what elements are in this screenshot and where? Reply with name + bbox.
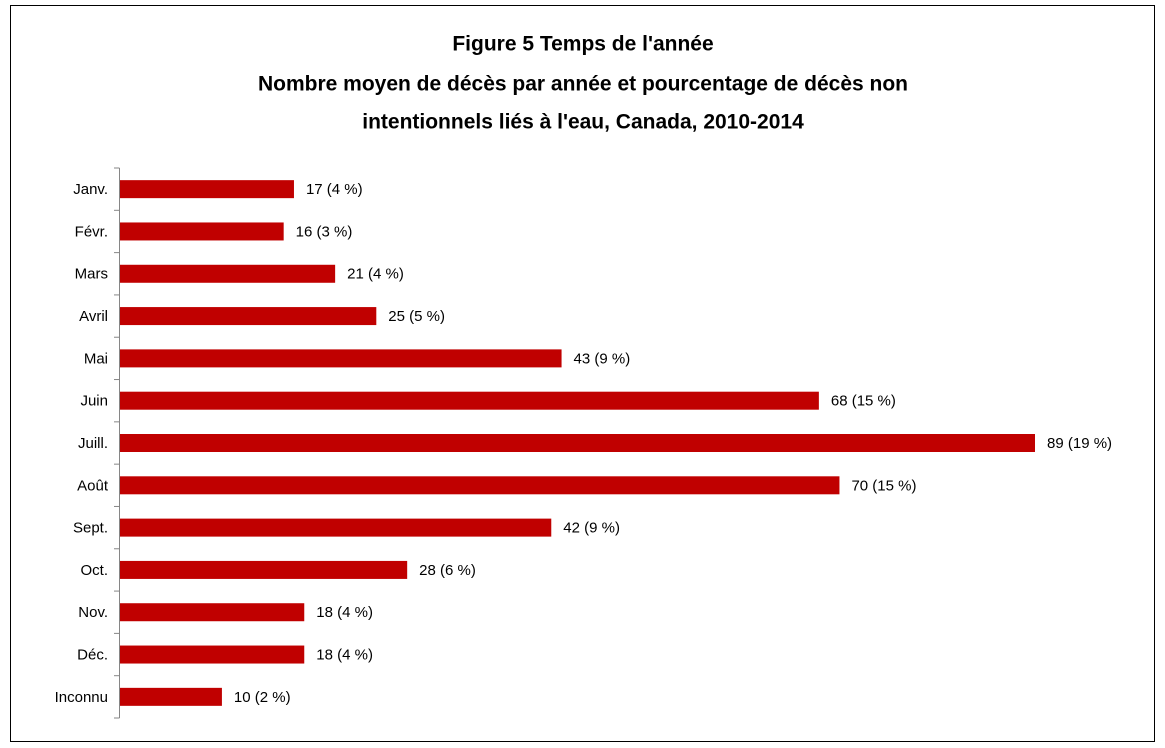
category-label: Avril — [79, 308, 108, 325]
value-label: 10 (2 %) — [234, 689, 291, 706]
chart-subtitle: Nombre moyen de décès par année et pourc… — [258, 73, 908, 96]
value-label: 21 (4 %) — [347, 266, 404, 283]
bar — [120, 222, 284, 241]
bar — [120, 391, 819, 410]
bar — [120, 603, 305, 622]
value-label: 28 (6 %) — [419, 562, 476, 579]
category-label: Nov. — [78, 604, 108, 621]
value-label: 16 (3 %) — [296, 223, 353, 240]
category-label: Févr. — [75, 223, 108, 240]
bar — [120, 645, 305, 664]
category-label: Juin — [80, 393, 108, 410]
value-label: 18 (4 %) — [316, 604, 373, 621]
bar — [120, 518, 552, 537]
category-label: Mars — [75, 266, 108, 283]
bar — [120, 264, 336, 283]
category-label: Oct. — [80, 562, 108, 579]
value-label: 17 (4 %) — [306, 181, 363, 198]
value-label: 89 (19 %) — [1047, 435, 1112, 452]
bar — [120, 349, 562, 368]
value-label: 70 (15 %) — [851, 477, 916, 494]
bar — [120, 307, 377, 326]
category-label: Août — [77, 477, 109, 494]
value-label: 25 (5 %) — [388, 308, 445, 325]
category-label: Sept. — [73, 520, 108, 537]
bar — [120, 687, 222, 706]
chart-border — [10, 5, 1155, 742]
value-label: 43 (9 %) — [574, 350, 631, 367]
category-label: Mai — [84, 350, 108, 367]
category-label: Juill. — [78, 435, 108, 452]
bar — [120, 180, 294, 199]
value-label: 18 (4 %) — [316, 647, 373, 664]
category-label: Janv. — [73, 181, 108, 198]
category-label: Inconnu — [55, 689, 108, 706]
bar — [120, 476, 840, 495]
category-label: Déc. — [77, 647, 108, 664]
chart-title: Figure 5 Temps de l'année — [452, 33, 713, 56]
value-label: 42 (9 %) — [563, 520, 620, 537]
value-label: 68 (15 %) — [831, 393, 896, 410]
bar — [120, 560, 408, 579]
bar — [120, 434, 1035, 452]
chart-subtitle: intentionnels liés à l'eau, Canada, 2010… — [362, 111, 804, 134]
